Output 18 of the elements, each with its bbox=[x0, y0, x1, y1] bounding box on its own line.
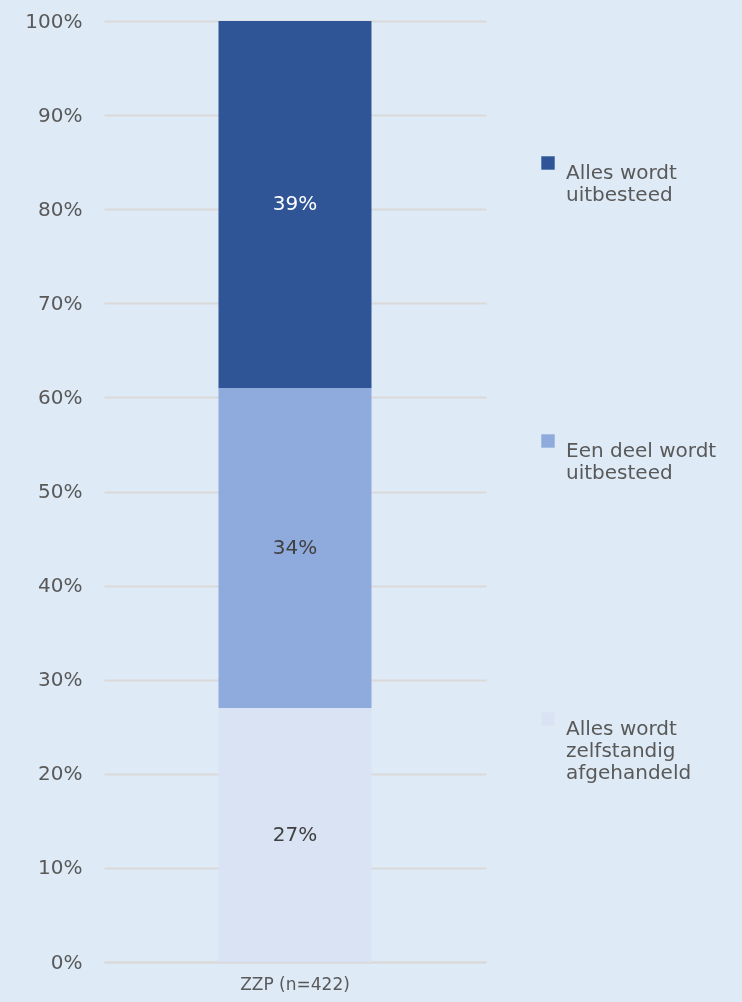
data-label: 27% bbox=[272, 821, 318, 846]
x-tick-label: ZZP (n=422) bbox=[240, 973, 350, 994]
y-tick-label: 40% bbox=[38, 573, 83, 598]
y-tick-label: 30% bbox=[38, 667, 83, 692]
y-tick-label: 100% bbox=[25, 8, 83, 33]
data-label: 39% bbox=[272, 191, 318, 216]
data-label: 34% bbox=[272, 534, 318, 559]
y-tick-label: 60% bbox=[38, 384, 83, 409]
y-tick-label: 70% bbox=[38, 290, 83, 315]
y-tick-label: 0% bbox=[50, 949, 83, 974]
y-tick-label: 10% bbox=[38, 855, 83, 880]
legend-label: Een deel wordt uitbesteed bbox=[566, 438, 717, 484]
legend-label: Alles wordt zelfstandig afgehandeld bbox=[566, 716, 692, 784]
legend-label: Alles wordt uitbesteed bbox=[566, 160, 678, 206]
y-tick-label: 50% bbox=[38, 479, 83, 503]
y-tick-label: 80% bbox=[38, 196, 83, 221]
y-tick-label: 90% bbox=[38, 102, 83, 127]
y-tick-label: 20% bbox=[38, 761, 83, 786]
